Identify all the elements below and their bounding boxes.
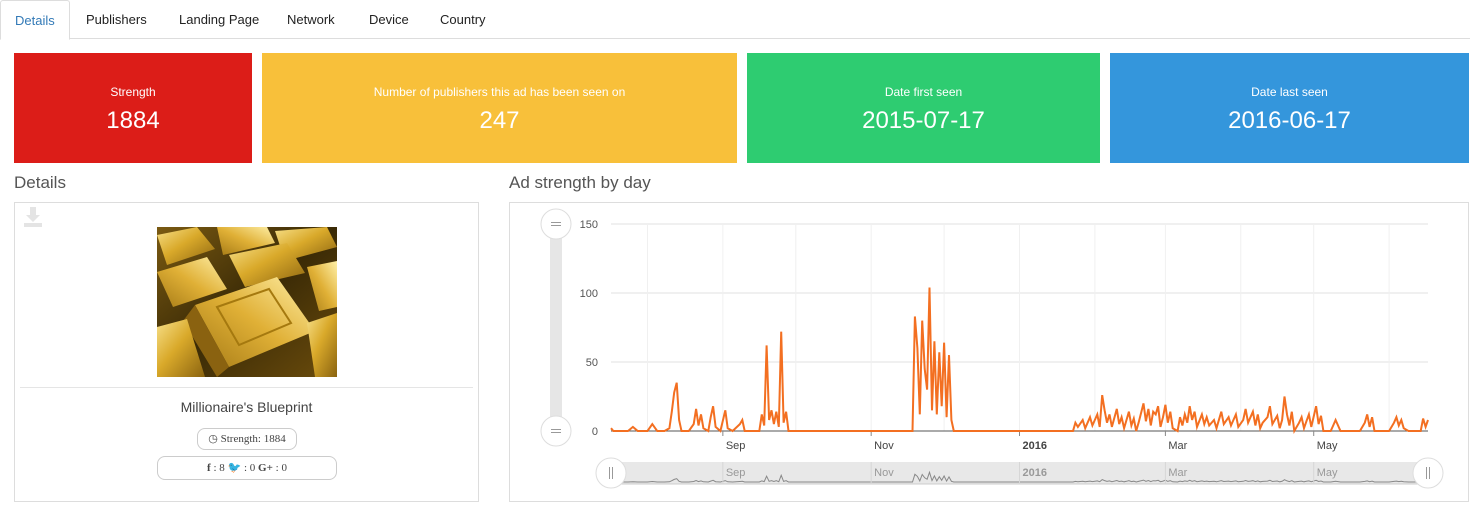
facebook-icon: f xyxy=(207,462,211,474)
details-panel: Millionaire's Blueprint ◷ Strength: 1884… xyxy=(14,202,479,502)
clock-icon: ◷ xyxy=(208,433,218,445)
tab-publishers[interactable]: Publishers xyxy=(86,12,147,27)
ad-thumbnail-image[interactable] xyxy=(157,227,337,377)
download-icon[interactable] xyxy=(21,205,45,229)
facebook-count: 8 xyxy=(219,462,225,474)
x-tick-label: Sep xyxy=(726,440,746,452)
navigator-left-handle[interactable] xyxy=(595,457,627,489)
tab-network[interactable]: Network xyxy=(287,12,335,27)
tab-bar: Details Publishers Landing Page Network … xyxy=(0,0,1470,40)
strength-chart-panel: 0 50 100 150 Sep Nov 2016 Mar May Sep Nov 2016 Mar… xyxy=(509,202,1469,502)
navigator-tick-label: Sep xyxy=(726,467,746,479)
strength-card-value: 1884 xyxy=(106,107,160,134)
y-tick-label: 50 xyxy=(586,357,598,369)
publishers-card-value: 247 xyxy=(479,107,520,134)
navigator-series-line xyxy=(610,470,1429,483)
last-seen-card-value: 2016-06-17 xyxy=(1228,107,1351,134)
google-plus-icon: G+ xyxy=(258,462,273,474)
series-line xyxy=(610,287,1429,435)
navigator[interactable]: Sep Nov 2016 Mar May xyxy=(595,457,1444,489)
y-slider-track xyxy=(550,224,562,431)
twitter-icon: 🐦 xyxy=(227,462,242,474)
publishers-card: Number of publishers this ad has been se… xyxy=(262,53,737,163)
x-tick-label: Nov xyxy=(874,440,894,452)
y-tick-label: 0 xyxy=(592,426,598,438)
y-slider-bottom-handle[interactable] xyxy=(540,415,572,447)
tab-details[interactable]: Details xyxy=(0,0,70,40)
navigator-tick-label: Nov xyxy=(874,467,894,479)
navigator-tick-label: Mar xyxy=(1168,467,1187,479)
x-tick-label: May xyxy=(1317,440,1338,452)
details-divider xyxy=(20,387,473,388)
navigator-tick-label: May xyxy=(1317,467,1338,479)
x-tick-label: Mar xyxy=(1168,440,1187,452)
details-heading: Details xyxy=(14,173,66,192)
last-seen-card-label: Date last seen xyxy=(1251,85,1328,99)
last-seen-card: Date last seen 2016-06-17 xyxy=(1110,53,1469,163)
first-seen-card-value: 2015-07-17 xyxy=(862,107,985,134)
navigator-right-handle[interactable] xyxy=(1412,457,1444,489)
social-stats-badge: f : 8 🐦 : 0 G+ : 0 xyxy=(157,456,337,480)
tab-device[interactable]: Device xyxy=(369,12,409,27)
strength-line-chart[interactable]: 0 50 100 150 Sep Nov 2016 Mar May Sep Nov 2016 Mar… xyxy=(510,203,1468,501)
x-tick-label: 2016 xyxy=(1023,440,1047,452)
ad-title: Millionaire's Blueprint xyxy=(180,399,313,415)
strength-badge-text: Strength: 1884 xyxy=(220,433,286,445)
strength-card: Strength 1884 xyxy=(14,53,252,163)
y-tick-label: 150 xyxy=(580,219,598,231)
first-seen-card: Date first seen 2015-07-17 xyxy=(747,53,1100,163)
tab-landing-page[interactable]: Landing Page xyxy=(179,12,260,27)
chart-heading: Ad strength by day xyxy=(509,173,651,192)
navigator-tick-label: 2016 xyxy=(1023,467,1047,479)
gplus-count: 0 xyxy=(281,462,287,474)
twitter-count: 0 xyxy=(249,462,256,474)
strength-badge: ◷ Strength: 1884 xyxy=(197,428,297,450)
strength-card-label: Strength xyxy=(110,85,156,99)
y-slider-top-handle[interactable] xyxy=(540,208,572,240)
y-tick-label: 100 xyxy=(580,288,598,300)
tab-country[interactable]: Country xyxy=(440,12,486,27)
y-range-slider[interactable] xyxy=(540,208,572,447)
first-seen-card-label: Date first seen xyxy=(884,85,963,99)
publishers-card-label: Number of publishers this ad has been se… xyxy=(373,85,626,99)
